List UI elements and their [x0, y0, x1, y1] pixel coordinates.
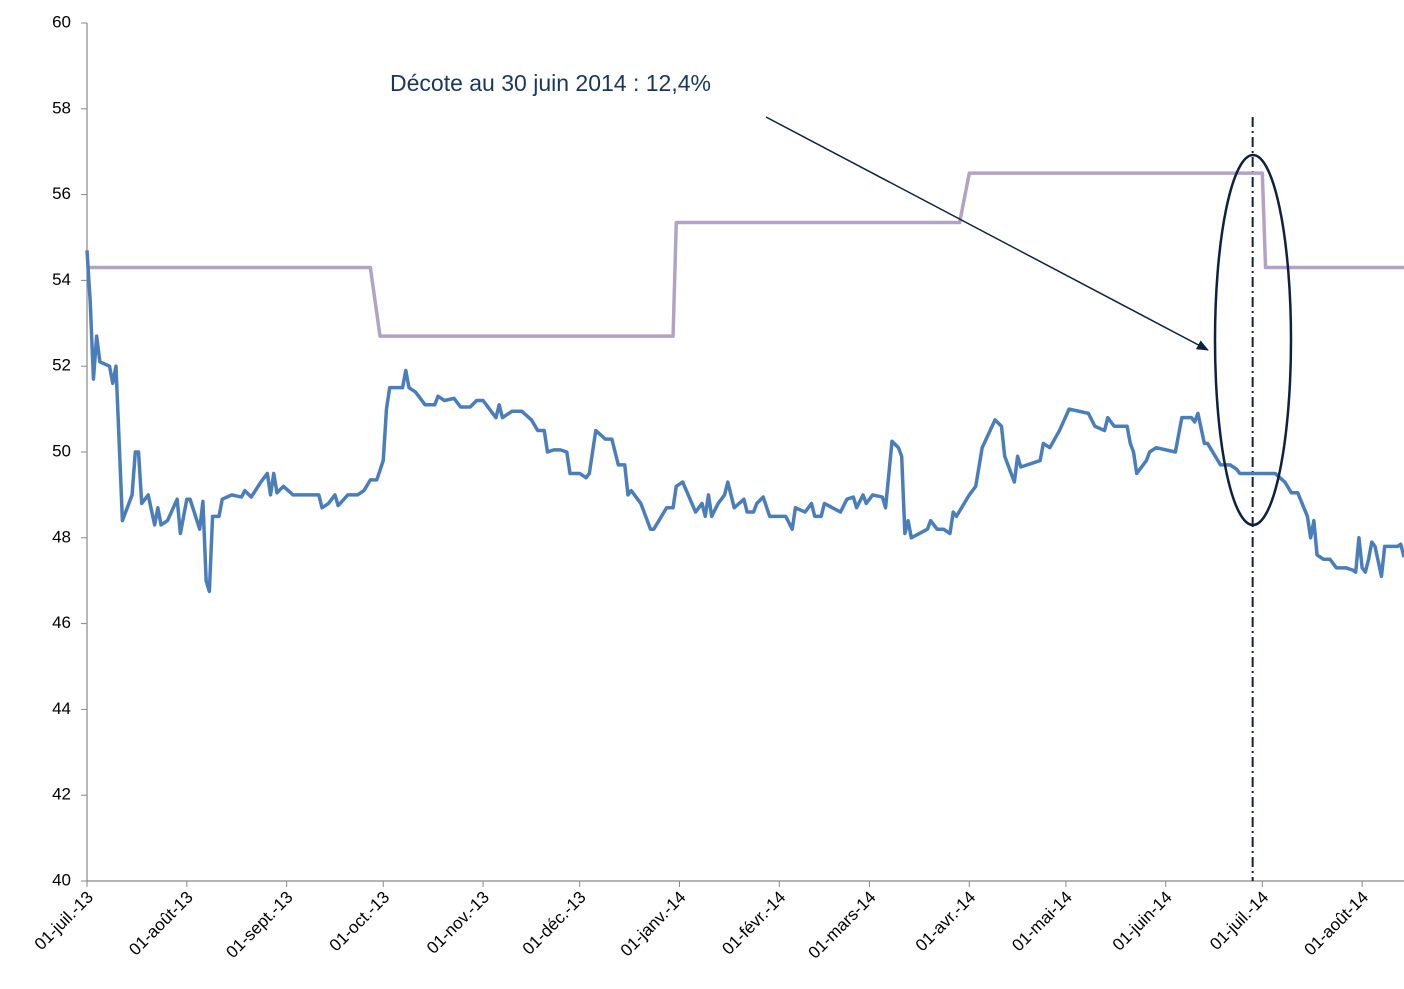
y-tick-label: 60	[52, 12, 71, 31]
x-tick-label: 01-déc.-13	[519, 888, 590, 959]
x-tick-label: 01-janv.-14	[617, 888, 690, 961]
y-tick-label: 40	[52, 870, 71, 889]
y-tick-label: 56	[52, 184, 71, 203]
y-tick-label: 48	[52, 527, 71, 546]
x-tick-label: 01-juil.-14	[1206, 888, 1272, 954]
y-tick-label: 50	[52, 441, 71, 460]
series-line	[85, 250, 1404, 594]
y-tick-label: 52	[52, 356, 71, 375]
x-tick-label: 01-août-14	[1301, 888, 1373, 960]
x-tick-label: 01-févr.-14	[718, 888, 789, 959]
x-tick-label: 01-mars-14	[805, 888, 880, 963]
y-tick-label: 46	[52, 613, 71, 632]
x-tick-label: 01-nov.-13	[423, 888, 493, 958]
y-tick-label: 54	[52, 270, 71, 289]
y-tick-label: 58	[52, 98, 71, 117]
x-tick-label: 01-oct.-13	[326, 888, 394, 956]
x-tick-label: 01-juil.-13	[31, 888, 97, 954]
annotation: Décote au 30 juin 2014 : 12,4%	[390, 70, 711, 96]
highlight-ellipse	[1213, 153, 1293, 527]
y-tick-label: 44	[52, 699, 71, 718]
x-tick-label: 01-mai-14	[1008, 888, 1076, 956]
x-tick-label: 01-août-13	[125, 888, 197, 960]
x-tick-label: 01-avr.-14	[912, 888, 980, 956]
x-tick-label: 01-sept.-13	[222, 888, 296, 962]
y-tick-label: 42	[52, 785, 71, 804]
series-line	[87, 171, 1404, 338]
x-tick-label: 01-juin-14	[1109, 888, 1176, 955]
annotation-arrow	[765, 116, 1209, 351]
